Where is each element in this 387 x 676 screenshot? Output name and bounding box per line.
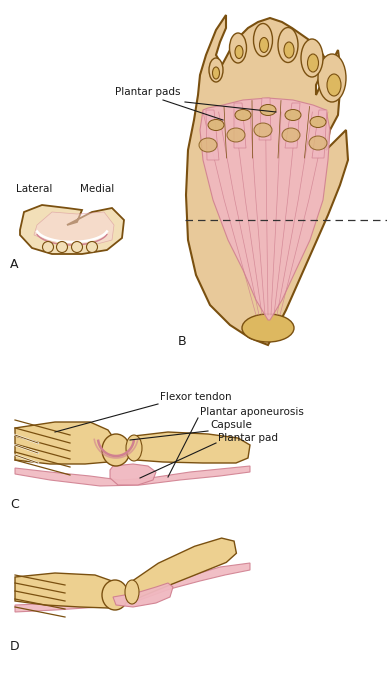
Text: C: C xyxy=(10,498,19,511)
Ellipse shape xyxy=(102,434,130,466)
Ellipse shape xyxy=(260,37,269,53)
Ellipse shape xyxy=(199,138,217,152)
Ellipse shape xyxy=(282,128,300,142)
Polygon shape xyxy=(20,205,124,254)
Text: Medial: Medial xyxy=(80,184,114,194)
Polygon shape xyxy=(34,212,114,244)
Ellipse shape xyxy=(284,42,294,58)
Polygon shape xyxy=(113,583,173,607)
Polygon shape xyxy=(15,573,118,608)
Ellipse shape xyxy=(308,54,319,72)
Ellipse shape xyxy=(126,435,142,461)
Ellipse shape xyxy=(242,314,294,342)
Ellipse shape xyxy=(87,241,98,253)
Text: Plantar aponeurosis: Plantar aponeurosis xyxy=(200,407,304,417)
Polygon shape xyxy=(15,563,250,612)
Ellipse shape xyxy=(227,128,245,142)
Ellipse shape xyxy=(235,45,243,59)
Polygon shape xyxy=(200,98,330,320)
Polygon shape xyxy=(128,538,236,598)
Ellipse shape xyxy=(43,241,53,253)
Polygon shape xyxy=(234,103,246,148)
Ellipse shape xyxy=(285,110,301,120)
Polygon shape xyxy=(110,464,156,485)
Text: Plantar pads: Plantar pads xyxy=(115,87,180,97)
Text: Flexor tendon: Flexor tendon xyxy=(160,392,232,402)
Text: D: D xyxy=(10,640,20,653)
Polygon shape xyxy=(206,110,219,160)
Ellipse shape xyxy=(212,67,219,79)
Ellipse shape xyxy=(253,24,272,57)
Polygon shape xyxy=(15,422,115,464)
Ellipse shape xyxy=(208,120,224,130)
Ellipse shape xyxy=(318,54,346,102)
Ellipse shape xyxy=(57,241,67,253)
Ellipse shape xyxy=(72,241,82,253)
Polygon shape xyxy=(15,466,250,486)
Text: Plantar pad: Plantar pad xyxy=(218,433,278,443)
Ellipse shape xyxy=(310,116,326,128)
Ellipse shape xyxy=(309,136,327,150)
Polygon shape xyxy=(134,432,250,463)
Ellipse shape xyxy=(301,39,323,77)
Ellipse shape xyxy=(260,105,276,116)
Ellipse shape xyxy=(235,110,251,120)
Polygon shape xyxy=(285,103,300,148)
Ellipse shape xyxy=(102,580,128,610)
Ellipse shape xyxy=(229,33,247,63)
Ellipse shape xyxy=(125,580,139,604)
Text: Capsule: Capsule xyxy=(210,420,252,430)
Polygon shape xyxy=(259,98,271,140)
Text: A: A xyxy=(10,258,19,271)
Ellipse shape xyxy=(327,74,341,96)
Polygon shape xyxy=(186,15,348,345)
Ellipse shape xyxy=(278,28,298,62)
Text: B: B xyxy=(178,335,187,348)
Text: Lateral: Lateral xyxy=(16,184,52,194)
Ellipse shape xyxy=(254,123,272,137)
Polygon shape xyxy=(312,110,327,158)
Ellipse shape xyxy=(209,58,223,82)
